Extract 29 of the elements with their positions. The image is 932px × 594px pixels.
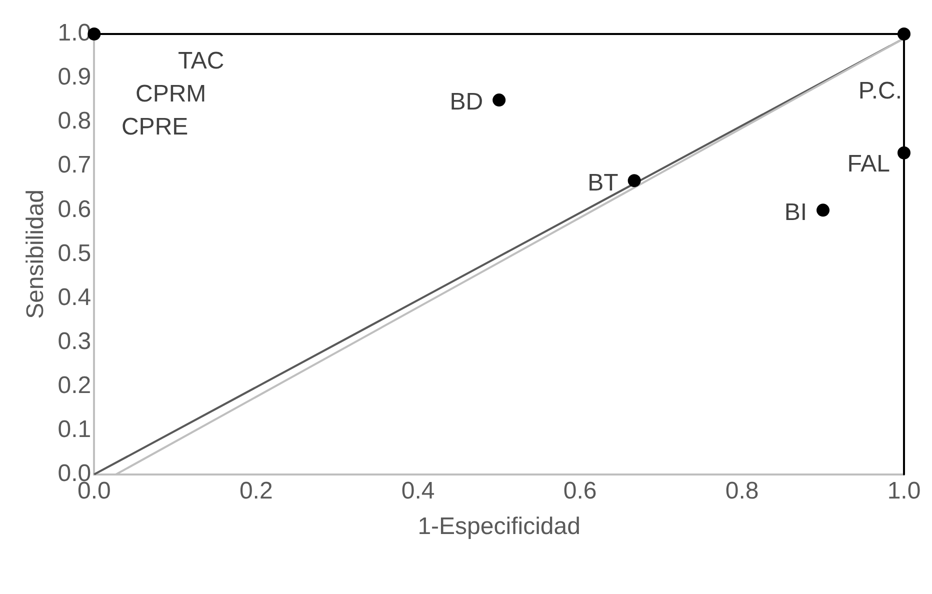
annotation: P.C. xyxy=(858,78,902,105)
point xyxy=(628,174,641,188)
annotation: TAC xyxy=(178,48,224,75)
x-tick-label: 0.8 xyxy=(725,477,759,504)
x-axis-title: 1-Especificidad xyxy=(418,513,580,540)
annotation: CPRM xyxy=(135,80,206,108)
x-tick-label: 1.0 xyxy=(887,477,921,504)
y-tick-label: 0.1 xyxy=(58,416,92,443)
point xyxy=(492,94,506,107)
annotation: BT xyxy=(588,169,619,196)
x-tick-label: 0.2 xyxy=(239,477,273,504)
y-tick-label: 0.5 xyxy=(58,240,92,267)
x-tick-label: 0.6 xyxy=(563,477,597,504)
point xyxy=(898,146,910,160)
point xyxy=(898,28,910,40)
y-axis-title: Sensibilidad xyxy=(22,189,50,319)
y-tick-label: 0.3 xyxy=(58,328,92,355)
annotation: BD xyxy=(450,88,484,116)
y-tick-label: 0.8 xyxy=(58,108,92,135)
annotation: BI xyxy=(784,198,808,226)
y-tick-label: 0.4 xyxy=(58,284,92,311)
x-tick-label: 0.4 xyxy=(401,477,435,504)
annotation: FAL xyxy=(847,150,890,178)
y-tick-label: 0.6 xyxy=(58,196,92,223)
point xyxy=(816,204,830,217)
y-tick-label: 0.9 xyxy=(58,64,92,91)
y-tick-label: 0.2 xyxy=(58,372,92,399)
annotation: CPRE xyxy=(121,114,188,141)
y-tick-label: 0.7 xyxy=(58,152,92,179)
